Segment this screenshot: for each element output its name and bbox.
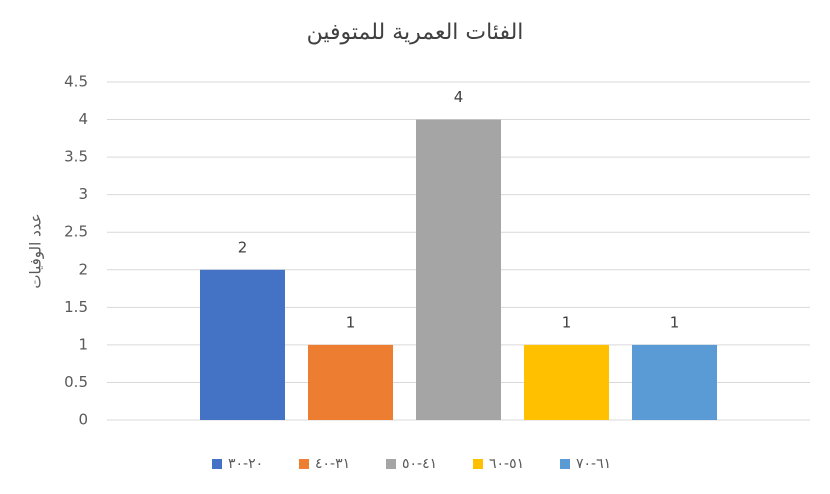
data-label: 1 [346, 313, 356, 331]
data-label: 2 [238, 238, 248, 256]
y-tick-label: 1 [78, 335, 88, 353]
y-tick-label: 0 [78, 411, 88, 429]
bar [200, 269, 285, 420]
bar [524, 344, 609, 420]
legend-swatch [212, 459, 222, 469]
y-tick-label: 2.5 [64, 223, 88, 241]
y-tick-label: 4.5 [64, 73, 88, 91]
legend-swatch [560, 459, 570, 469]
legend-swatch [386, 459, 396, 469]
legend-swatch [299, 459, 309, 469]
y-tick-label: 3 [78, 185, 88, 203]
data-label: 1 [562, 313, 572, 331]
legend-label: ٦١-٧٠ [576, 456, 611, 472]
y-tick-label: 1.5 [64, 298, 88, 316]
y-tick-label: 3.5 [64, 148, 88, 166]
y-tick-label: 2 [78, 260, 88, 278]
y-tick-label: 4 [78, 110, 88, 128]
chart-title: الفئات العمرية للمتوفين [307, 20, 524, 45]
bar [632, 344, 717, 420]
bar [308, 344, 393, 420]
legend-swatch [473, 459, 483, 469]
y-tick-label: 0.5 [64, 373, 88, 391]
legend-label: ٢٠-٣٠ [228, 456, 263, 472]
legend-label: ٤١-٥٠ [402, 456, 437, 472]
bar [416, 119, 501, 421]
data-label: 4 [454, 88, 464, 106]
legend-label: ٣١-٤٠ [315, 456, 350, 472]
legend-label: ٥١-٦٠ [489, 456, 524, 472]
data-label: 1 [670, 313, 680, 331]
y-axis-label: عدد الوفيات [27, 213, 45, 288]
